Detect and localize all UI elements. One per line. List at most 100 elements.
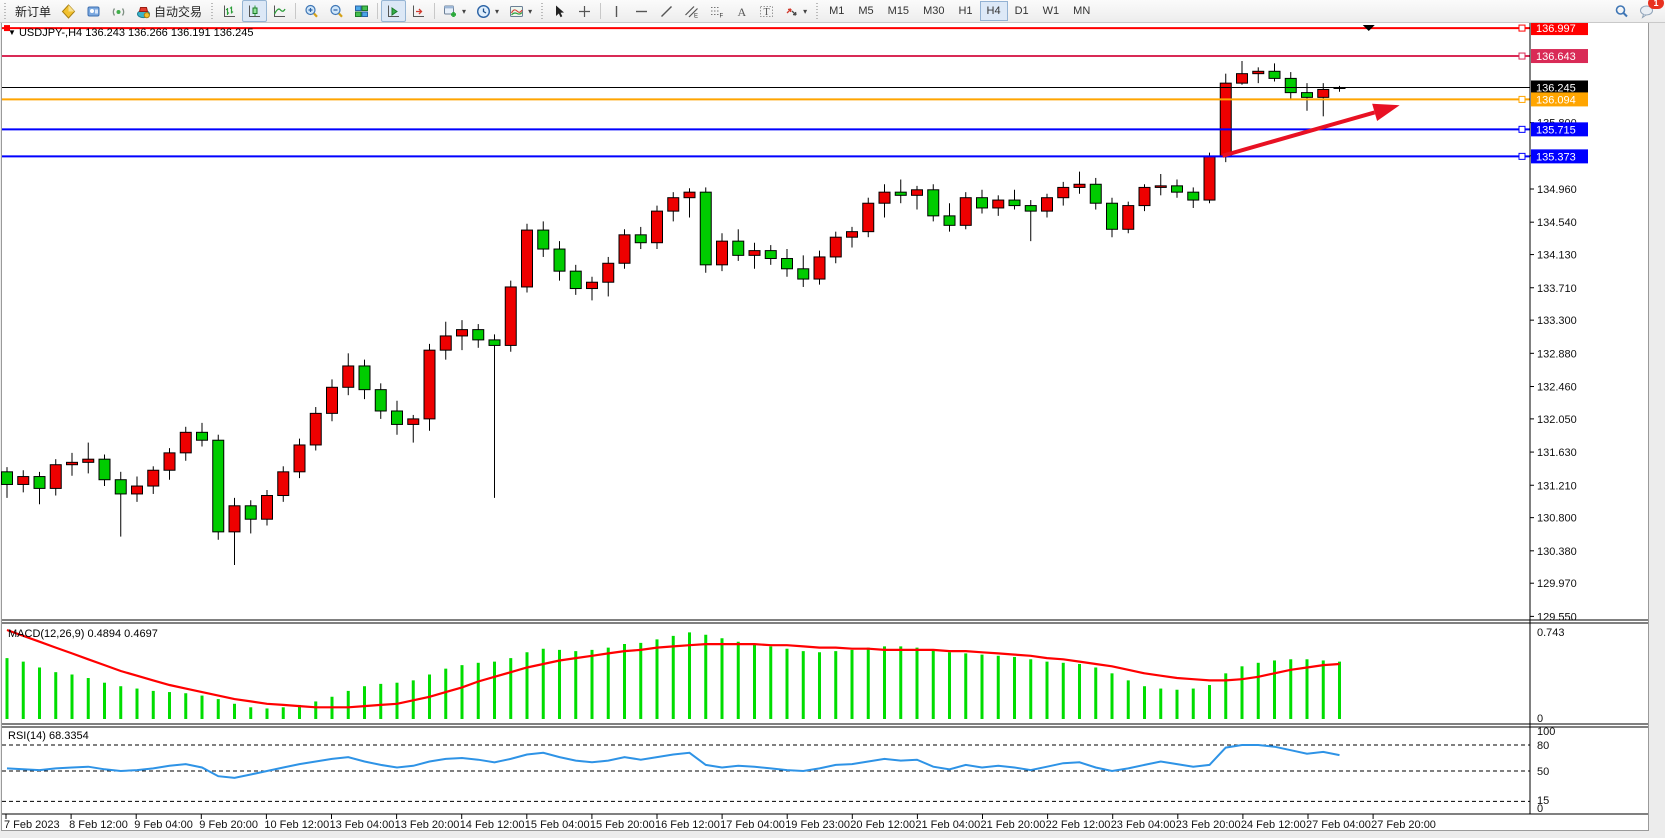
candle-down	[1089, 183, 1102, 204]
autotrading-stop-icon	[137, 6, 151, 18]
chart-shift-icon	[413, 5, 425, 17]
candle-up	[521, 229, 533, 288]
price-tick-label: 129.550	[1537, 611, 1577, 623]
chat-badge: 1	[1648, 0, 1664, 9]
time-tick-label: 21 Feb 04:00	[915, 819, 980, 831]
candle-down	[797, 268, 810, 280]
price-tag-label: 136.094	[1536, 94, 1576, 106]
equidistant-channel-button[interactable]: E	[679, 0, 704, 22]
cursor-button[interactable]	[547, 0, 572, 22]
candle-up	[1317, 88, 1330, 98]
time-tick-label: 9 Feb 20:00	[199, 819, 258, 831]
chat-button[interactable]: 1	[1634, 0, 1664, 22]
price-tick-label: 132.880	[1537, 348, 1577, 360]
chart-shift-marker-icon[interactable]	[1362, 25, 1375, 31]
new-order-button[interactable]: 新订单	[10, 0, 56, 22]
macd-axis-label: 0.743	[1537, 627, 1565, 639]
candle-down	[1, 471, 13, 485]
horizontal-line-button[interactable]	[629, 0, 654, 22]
candle-up	[456, 329, 468, 337]
svg-text:A: A	[738, 5, 747, 19]
time-tick-label: 14 Feb 12:00	[460, 819, 525, 831]
vertical-line-button[interactable]	[604, 0, 629, 22]
signals-button[interactable]	[106, 0, 131, 22]
candle-up	[504, 286, 517, 346]
auto-scroll-button[interactable]	[381, 0, 407, 22]
search-button[interactable]	[1609, 0, 1634, 22]
trendline-icon	[661, 5, 673, 17]
price-tag	[1531, 21, 1588, 36]
timeframe-M15[interactable]: M15	[887, 5, 910, 17]
new-chart-button[interactable]: ▾	[438, 0, 471, 22]
candle-up	[813, 256, 826, 280]
timeframe-H1[interactable]: H1	[958, 5, 973, 17]
toolbar-grip[interactable]	[3, 3, 7, 19]
toolbar-grip[interactable]	[210, 3, 215, 19]
line-chart-icon	[273, 5, 286, 17]
timeframe-M30[interactable]: M30	[923, 5, 945, 17]
price-tag	[1531, 49, 1588, 64]
metaeditor-button[interactable]	[56, 0, 81, 22]
candle-up	[1057, 186, 1070, 199]
timeframe-M5[interactable]: M5	[858, 5, 874, 17]
autotrading-button[interactable]: 自动交易	[131, 0, 207, 22]
timeframe-M1[interactable]: M1	[829, 5, 845, 17]
bar-chart-icon	[224, 5, 236, 17]
crosshair-button[interactable]	[572, 0, 597, 22]
price-tag	[1531, 149, 1588, 164]
annotation-arrow-head[interactable]	[1372, 103, 1400, 122]
candle-up	[862, 202, 875, 233]
periods-button[interactable]: ▾	[471, 0, 504, 22]
candle-up	[1219, 82, 1232, 158]
toolbar-grip[interactable]	[815, 3, 820, 19]
timeframe-MN[interactable]: MN	[1073, 5, 1091, 17]
price-tick-label: 133.300	[1537, 315, 1577, 327]
line-anchor-handle[interactable]	[1518, 52, 1526, 60]
fibonacci-button[interactable]: F	[704, 0, 729, 22]
arrows-button[interactable]: ▾	[779, 0, 812, 22]
candle-up	[49, 464, 62, 489]
candle-up	[293, 444, 306, 473]
timeframe-D1[interactable]: D1	[1014, 5, 1029, 17]
price-tick-label: 129.970	[1537, 578, 1577, 590]
line-chart-button[interactable]	[267, 0, 292, 22]
price-tick-label: 131.630	[1537, 447, 1577, 459]
svg-text:T: T	[764, 7, 770, 18]
timeframe-group: M1 M5 M15 M30 H1 H4 D1 W1 MN	[822, 1, 1097, 21]
line-anchor-handle[interactable]	[1518, 95, 1526, 103]
candlestick-chart-button[interactable]	[242, 0, 268, 22]
new-order-label: 新订单	[15, 4, 52, 19]
timeframe-W1[interactable]: W1	[1042, 5, 1060, 17]
text-label-button[interactable]: T	[754, 0, 779, 22]
candle-up	[829, 236, 842, 258]
profiles-button[interactable]	[81, 0, 106, 22]
line-anchor-handle[interactable]	[4, 25, 10, 32]
zoom-in-button[interactable]	[299, 0, 324, 22]
tile-windows-button[interactable]	[349, 0, 374, 22]
candle-up	[17, 476, 30, 485]
indicators-button[interactable]: ▾	[504, 0, 537, 22]
bar-chart-button[interactable]	[217, 0, 242, 22]
line-anchor-handle[interactable]	[1518, 24, 1526, 32]
line-anchor-handle[interactable]	[1518, 152, 1526, 160]
candle-up	[683, 191, 696, 199]
candle-up	[1203, 156, 1216, 201]
chevron-down-icon: ▾	[495, 6, 500, 16]
text-button[interactable]: A	[729, 0, 754, 22]
candle-up	[651, 210, 663, 244]
price-tick-label: 130.380	[1537, 546, 1577, 558]
zoom-out-button[interactable]	[324, 0, 349, 22]
line-anchor-handle[interactable]	[1518, 125, 1526, 133]
candle-up	[959, 197, 972, 226]
rsi-axis-label: 0	[1537, 803, 1543, 815]
price-tick-label: 133.710	[1537, 283, 1577, 295]
time-tick-label: 17 Feb 04:00	[720, 819, 785, 831]
chart-shift-button[interactable]	[406, 0, 431, 22]
candle-down	[1187, 191, 1200, 201]
timeframe-H4[interactable]: H4	[979, 1, 1008, 21]
toolbar-grip[interactable]	[540, 3, 545, 19]
trendline-button[interactable]	[654, 0, 679, 22]
annotation-arrow-line[interactable]	[1221, 110, 1376, 158]
price-tag-label: 136.643	[1536, 51, 1576, 63]
